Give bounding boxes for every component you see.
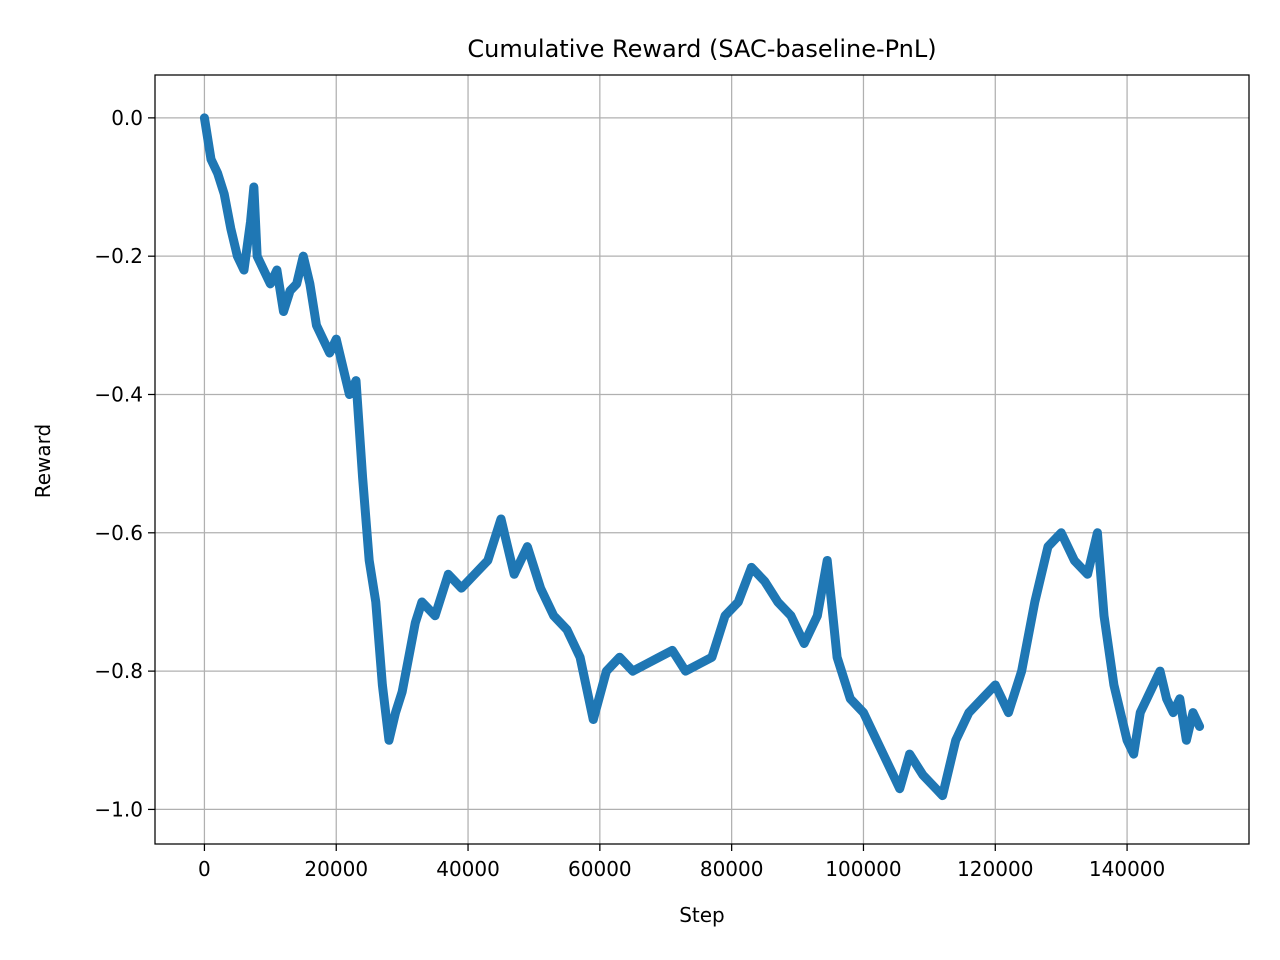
y-tick-label: 0.0 <box>111 106 143 130</box>
chart-title: Cumulative Reward (SAC-baseline-PnL) <box>467 35 936 63</box>
y-tick-label: −0.6 <box>94 521 143 545</box>
x-tick-label: 60000 <box>568 857 632 881</box>
x-tick-label: 80000 <box>700 857 764 881</box>
x-tick-label: 40000 <box>436 857 500 881</box>
x-tick-label: 100000 <box>825 857 901 881</box>
x-tick-label: 20000 <box>304 857 368 881</box>
y-tick-label: −0.8 <box>94 659 143 683</box>
grid <box>155 75 1249 844</box>
x-tick-label: 120000 <box>957 857 1033 881</box>
x-axis-label: Step <box>679 903 725 927</box>
y-axis-ticks: 0.0 −0.2 −0.4 −0.6 −0.8 −1.0 <box>94 106 155 821</box>
x-axis-ticks: 0 20000 40000 60000 80000 100000 120000 140000 <box>198 844 1165 881</box>
series-layer <box>199 113 1205 801</box>
plot-frame <box>154 74 1250 845</box>
series-line <box>199 113 1205 801</box>
x-tick-label: 140000 <box>1089 857 1165 881</box>
x-tick-label: 0 <box>198 857 211 881</box>
y-tick-label: −1.0 <box>94 797 143 821</box>
y-axis-label: Reward <box>31 424 55 498</box>
y-tick-label: −0.4 <box>94 382 143 406</box>
y-tick-label: −0.2 <box>94 244 143 268</box>
